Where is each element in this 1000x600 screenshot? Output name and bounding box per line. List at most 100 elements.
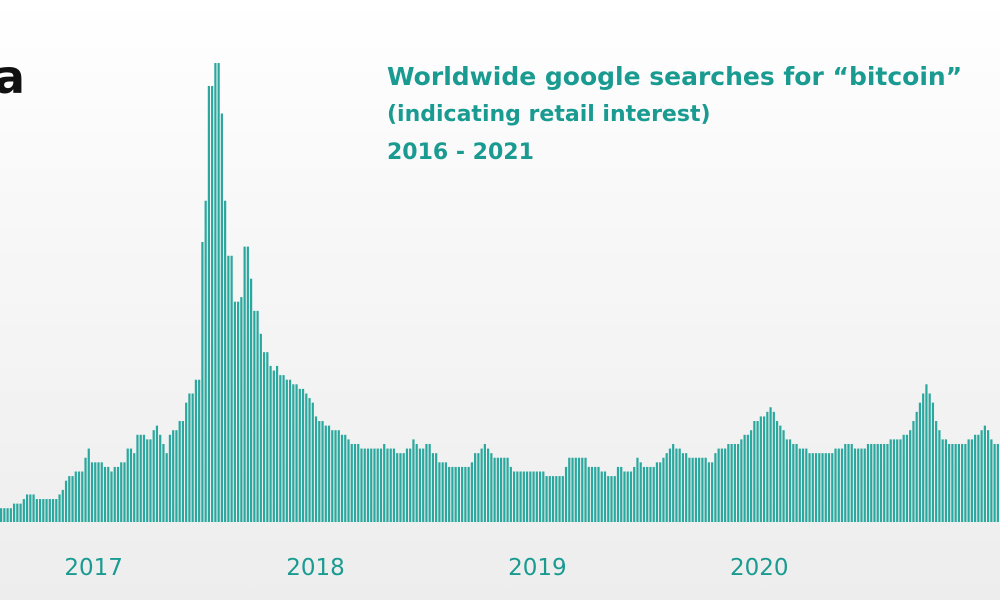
bar-121 <box>392 448 396 522</box>
bar-238 <box>772 411 775 522</box>
bar-77 <box>250 278 253 522</box>
bar-304 <box>987 430 990 522</box>
bar-268 <box>870 443 873 522</box>
bar-143 <box>464 466 467 522</box>
bar-106 <box>344 434 347 522</box>
bar-273 <box>886 443 889 522</box>
bar-12 <box>38 499 42 522</box>
bar-255 <box>827 453 831 522</box>
bar-29 <box>94 462 97 522</box>
bar-220 <box>714 453 717 522</box>
bar-156 <box>506 457 509 522</box>
bar-231 <box>750 430 753 522</box>
bar-146 <box>474 453 477 522</box>
bar-76 <box>246 246 249 522</box>
bar-96 <box>311 402 314 522</box>
bar-225 <box>730 443 733 522</box>
bar-141 <box>457 466 460 522</box>
bar-262 <box>850 443 853 522</box>
bar-259 <box>840 448 844 522</box>
bar-32 <box>103 466 107 522</box>
bar-68 <box>220 113 223 523</box>
bar-245 <box>795 443 798 522</box>
bar-257 <box>834 448 837 522</box>
bar-52 <box>168 434 172 522</box>
bar-7 <box>22 499 25 522</box>
bar-75 <box>243 246 246 522</box>
bar-180 <box>584 457 587 522</box>
bar-66 <box>214 63 217 522</box>
bar-117 <box>379 448 383 522</box>
bar-275 <box>892 439 896 522</box>
bar-246 <box>798 448 801 522</box>
bar-223 <box>724 448 727 522</box>
bar-155 <box>503 457 506 522</box>
bar-167 <box>542 471 545 522</box>
bar-297 <box>964 443 967 522</box>
bar-135 <box>438 462 441 522</box>
bar-254 <box>824 453 827 522</box>
x-tick-label-2019: 2019 <box>508 555 567 581</box>
bar-194 <box>629 471 633 522</box>
bar-190 <box>616 466 620 522</box>
bars-group <box>0 63 999 523</box>
bar-108 <box>350 443 353 522</box>
bar-102 <box>331 430 334 522</box>
bar-127 <box>412 439 415 522</box>
bar-163 <box>529 471 532 522</box>
x-tick-label-2017: 2017 <box>64 555 123 581</box>
bar-126 <box>409 448 412 522</box>
bar-37 <box>120 462 123 522</box>
bar-79 <box>256 310 259 522</box>
bar-224 <box>727 443 730 522</box>
bar-193 <box>626 471 629 522</box>
bar-104 <box>337 430 340 522</box>
bar-195 <box>633 466 636 522</box>
bar-278 <box>902 434 905 522</box>
bar-269 <box>873 443 876 522</box>
bar-81 <box>262 352 266 522</box>
bar-202 <box>655 462 659 522</box>
bar-183 <box>594 466 597 522</box>
bar-62 <box>201 242 204 522</box>
bar-105 <box>340 434 344 522</box>
bar-169 <box>548 476 551 522</box>
bar-189 <box>613 476 616 522</box>
bar-165 <box>535 471 538 522</box>
bar-14 <box>45 499 48 522</box>
bar-305 <box>990 439 993 522</box>
bar-161 <box>522 471 525 522</box>
bar-159 <box>516 471 519 522</box>
bar-88 <box>285 379 288 522</box>
bar-113 <box>366 448 370 522</box>
bar-129 <box>418 448 422 522</box>
bar-216 <box>701 457 704 522</box>
bar-48 <box>155 425 159 522</box>
bar-164 <box>532 471 535 522</box>
bar-247 <box>801 448 805 522</box>
bar-203 <box>659 462 662 522</box>
bar-132 <box>428 443 431 522</box>
bar-154 <box>500 457 503 522</box>
bar-18 <box>58 494 61 522</box>
bar-101 <box>327 425 331 522</box>
bar-136 <box>441 462 444 522</box>
bar-232 <box>753 421 756 522</box>
bar-306 <box>993 443 996 522</box>
bar-301 <box>977 434 980 522</box>
bar-240 <box>779 425 782 522</box>
bar-69 <box>224 200 227 522</box>
bar-112 <box>363 448 366 522</box>
bar-187 <box>607 476 610 522</box>
bar-152 <box>493 457 496 522</box>
bar-233 <box>756 421 759 522</box>
bar-31 <box>100 462 103 522</box>
bar-251 <box>814 453 818 522</box>
bar-280 <box>909 430 912 522</box>
bar-217 <box>704 457 707 522</box>
bar-23 <box>74 471 77 522</box>
bar-95 <box>308 398 311 522</box>
bar-137 <box>444 462 448 522</box>
bar-16 <box>51 499 55 522</box>
